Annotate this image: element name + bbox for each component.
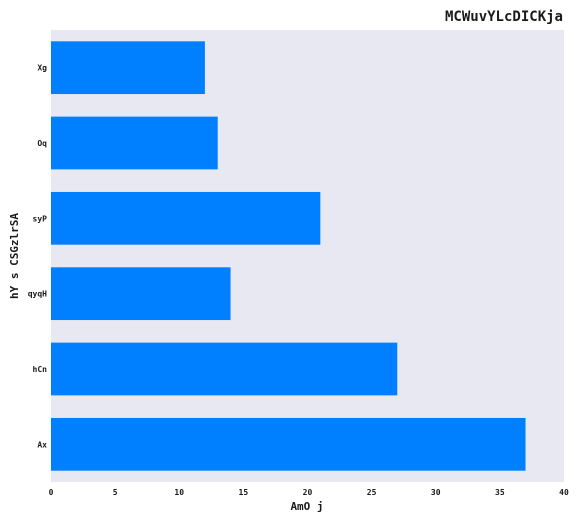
y-tick-label: Xg	[37, 64, 47, 73]
x-tick-label: 10	[174, 488, 184, 497]
y-tick-labels: Ax hCn qyqH syP Oq Xg	[28, 64, 47, 450]
bar-hCn	[51, 342, 398, 396]
y-tick-label: Oq	[37, 139, 47, 148]
x-tick-label: 35	[495, 488, 505, 497]
bars-group	[51, 41, 526, 471]
x-tick-label: 25	[367, 488, 377, 497]
y-tick-label: hCn	[33, 365, 48, 374]
chart-title: MCWuvYLcDICKja	[445, 9, 563, 25]
bar-syP	[51, 191, 321, 245]
bar-Xg	[51, 41, 205, 95]
y-tick-label: syP	[33, 214, 48, 223]
y-axis-label: hY s CSGzlrSA	[8, 213, 21, 299]
x-tick-label: 0	[49, 488, 54, 497]
x-tick-label: 40	[559, 488, 569, 497]
x-tick-labels: 0 5 10 15 20 25 30 35 40	[49, 488, 569, 497]
x-tick-label: 15	[239, 488, 249, 497]
x-tick-label: 30	[431, 488, 441, 497]
y-tick-label: qyqH	[28, 290, 47, 299]
plot-area	[51, 30, 564, 482]
bar-Ax	[51, 417, 526, 471]
y-tick-label: Ax	[37, 440, 47, 449]
x-axis-label: AmO j	[290, 500, 323, 513]
x-tick-label: 20	[303, 488, 313, 497]
bar-qyqH	[51, 267, 231, 321]
x-tick-label: 5	[113, 488, 118, 497]
bar-Oq	[51, 116, 218, 170]
